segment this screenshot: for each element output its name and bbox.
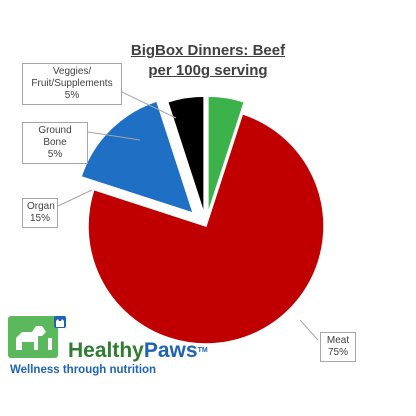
leader-line-meat bbox=[299, 319, 319, 341]
callout-organ: Organ 15% bbox=[22, 198, 58, 228]
pie-slice-meat bbox=[87, 112, 325, 345]
callout-veggies-value: 5% bbox=[64, 90, 80, 101]
cat-logo-icon bbox=[54, 316, 66, 328]
brand-tagline: Wellness through nutrition bbox=[10, 364, 157, 376]
callout-veggies-line1: Veggies/ bbox=[52, 66, 92, 77]
callout-meat-value: 75% bbox=[327, 347, 348, 358]
callout-meat-label: Meat bbox=[326, 335, 350, 346]
healthypaws-logo: HealthyPawsTM Wellness through nutrition bbox=[8, 314, 208, 394]
callout-veggies: Veggies/ Fruit/Supplements 5% bbox=[22, 63, 122, 105]
callout-organ-label: Organ bbox=[27, 201, 55, 212]
brand-trademark: TM bbox=[197, 347, 208, 354]
leader-line-veggies bbox=[121, 91, 177, 119]
pie-slice-veggies-fruit-supplements bbox=[207, 95, 246, 215]
brand-name-part2: Paws bbox=[143, 339, 198, 362]
callout-ground-bone: Ground Bone 5% bbox=[22, 122, 88, 164]
callout-ground-bone-label: Ground Bone bbox=[38, 125, 72, 148]
leader-line-ground-bone bbox=[87, 131, 141, 141]
dog-logo-icon bbox=[8, 316, 58, 358]
pie-slice-organ bbox=[80, 100, 195, 215]
callout-veggies-line2: Fruit/Supplements bbox=[31, 78, 113, 89]
chart-title-line1: BigBox Dinners: Beef bbox=[130, 42, 286, 59]
leader-line-organ bbox=[57, 189, 93, 207]
brand-name-part1: Healthy bbox=[68, 339, 144, 362]
brand-name: HealthyPawsTM bbox=[68, 340, 208, 362]
callout-meat: Meat 75% bbox=[320, 332, 356, 362]
pie-slice-ground-bone bbox=[166, 95, 205, 215]
callout-ground-bone-value: 5% bbox=[47, 149, 63, 160]
callout-organ-value: 15% bbox=[29, 213, 50, 224]
chart-title-line2: per 100g serving bbox=[148, 62, 268, 79]
